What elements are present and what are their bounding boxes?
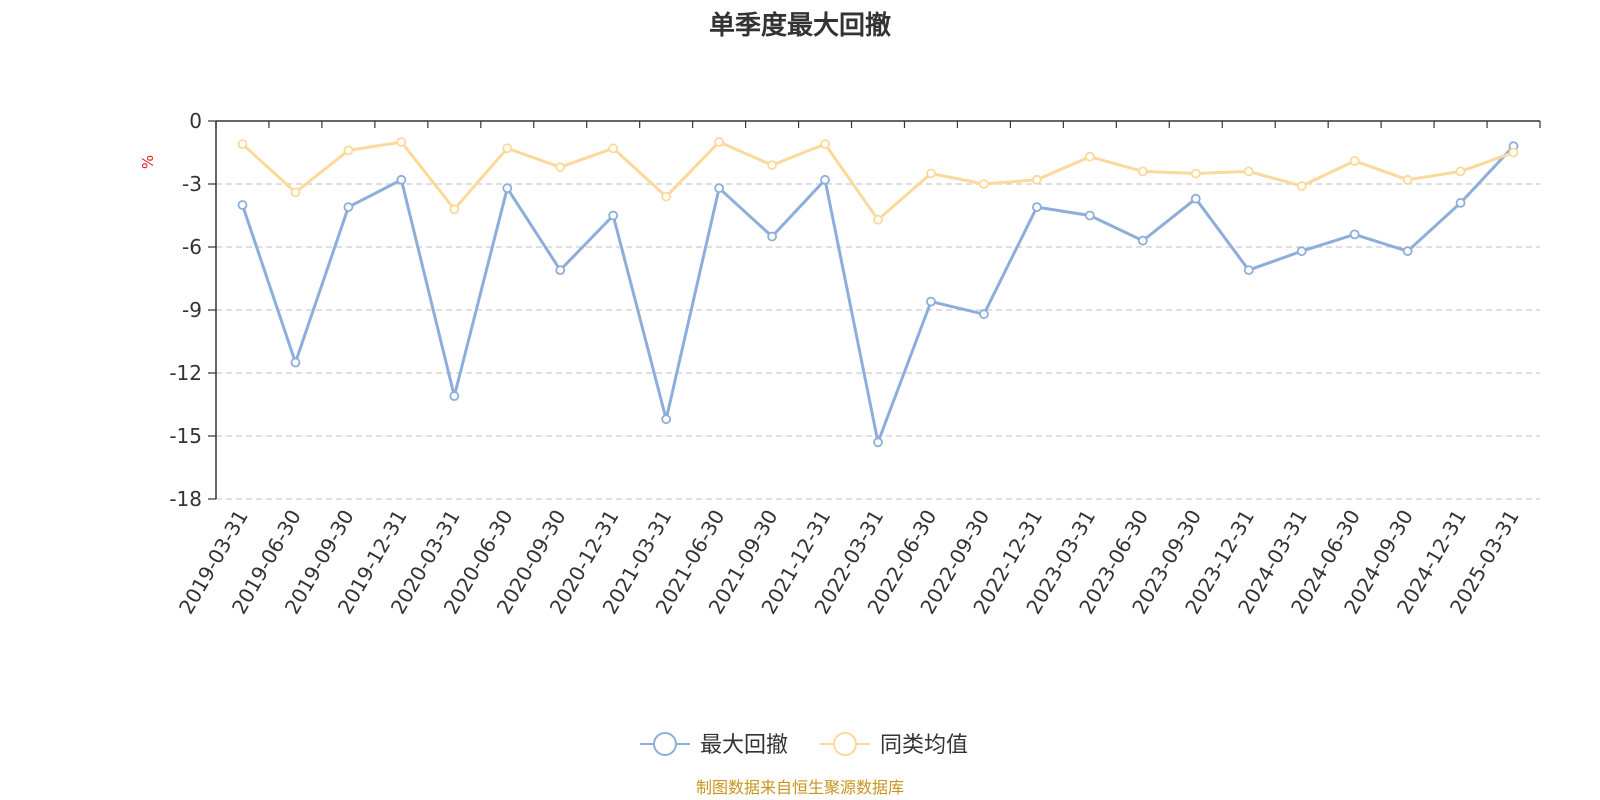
data-point bbox=[1031, 202, 1042, 213]
data-point bbox=[1137, 235, 1148, 246]
data-point bbox=[1084, 151, 1095, 162]
data-point bbox=[396, 174, 407, 185]
data-point bbox=[661, 191, 672, 202]
data-point bbox=[820, 139, 830, 150]
data-point bbox=[1296, 181, 1307, 192]
data-point bbox=[343, 202, 354, 213]
y-tick-label: 0 bbox=[189, 109, 202, 133]
y-tick-label: -9 bbox=[182, 298, 202, 322]
series-max-drawdown bbox=[237, 141, 1519, 448]
source-note: 制图数据来自恒生聚源数据库 bbox=[696, 778, 904, 797]
legend: 最大回撤 同类均值 bbox=[640, 732, 968, 758]
y-tick-label: -6 bbox=[182, 235, 202, 259]
data-point bbox=[979, 179, 989, 189]
data-point bbox=[1296, 246, 1307, 257]
data-point bbox=[979, 309, 989, 320]
data-point bbox=[608, 143, 619, 154]
data-point bbox=[237, 200, 248, 210]
legend-item: 同类均值 bbox=[820, 732, 968, 758]
y-tick-label: -18 bbox=[169, 487, 202, 511]
y-tick-label: -3 bbox=[182, 172, 202, 196]
data-point bbox=[1084, 210, 1095, 221]
data-point bbox=[449, 391, 460, 402]
data-point bbox=[1137, 166, 1148, 177]
data-point bbox=[873, 214, 883, 225]
data-point bbox=[290, 357, 301, 368]
data-point bbox=[767, 231, 777, 242]
legend-label: 同类均值 bbox=[880, 733, 968, 758]
data-point bbox=[1243, 265, 1254, 276]
data-point bbox=[1190, 193, 1201, 204]
data-point bbox=[714, 137, 725, 147]
data-point bbox=[608, 210, 619, 221]
data-point bbox=[290, 187, 301, 198]
y-axis-unit-label: % bbox=[139, 155, 157, 169]
data-point bbox=[502, 143, 513, 154]
data-point bbox=[1349, 229, 1360, 240]
data-point bbox=[1349, 155, 1360, 166]
chart-title: 单季度最大回撤 bbox=[709, 10, 891, 41]
data-point bbox=[661, 414, 672, 425]
y-tick-label: -15 bbox=[169, 424, 202, 448]
data-point bbox=[1455, 166, 1466, 177]
data-point bbox=[343, 145, 354, 156]
legend-marker bbox=[653, 732, 677, 756]
series-peer-average bbox=[237, 137, 1519, 225]
data-point bbox=[926, 296, 936, 307]
data-point bbox=[555, 265, 566, 276]
series-lines bbox=[237, 137, 1519, 448]
data-point bbox=[767, 160, 777, 171]
legend-label: 最大回撤 bbox=[700, 733, 788, 758]
data-point bbox=[237, 139, 248, 150]
series-line bbox=[241, 145, 1515, 444]
data-point bbox=[1243, 166, 1254, 177]
data-point bbox=[1190, 168, 1201, 179]
data-point bbox=[1031, 174, 1042, 185]
legend-item: 最大回撤 bbox=[640, 732, 788, 758]
data-point bbox=[555, 162, 566, 173]
data-point bbox=[1508, 147, 1519, 158]
data-point bbox=[873, 437, 883, 448]
data-point bbox=[1402, 246, 1413, 257]
legend-marker bbox=[833, 732, 857, 756]
y-tick-label: -12 bbox=[169, 361, 202, 385]
data-point bbox=[1455, 197, 1466, 208]
data-point bbox=[1402, 174, 1413, 185]
data-point bbox=[714, 183, 725, 194]
data-point bbox=[820, 174, 830, 185]
data-point bbox=[926, 168, 936, 179]
data-point bbox=[502, 183, 513, 194]
data-point bbox=[449, 204, 460, 215]
data-point bbox=[396, 137, 407, 147]
series-line bbox=[241, 140, 1515, 222]
